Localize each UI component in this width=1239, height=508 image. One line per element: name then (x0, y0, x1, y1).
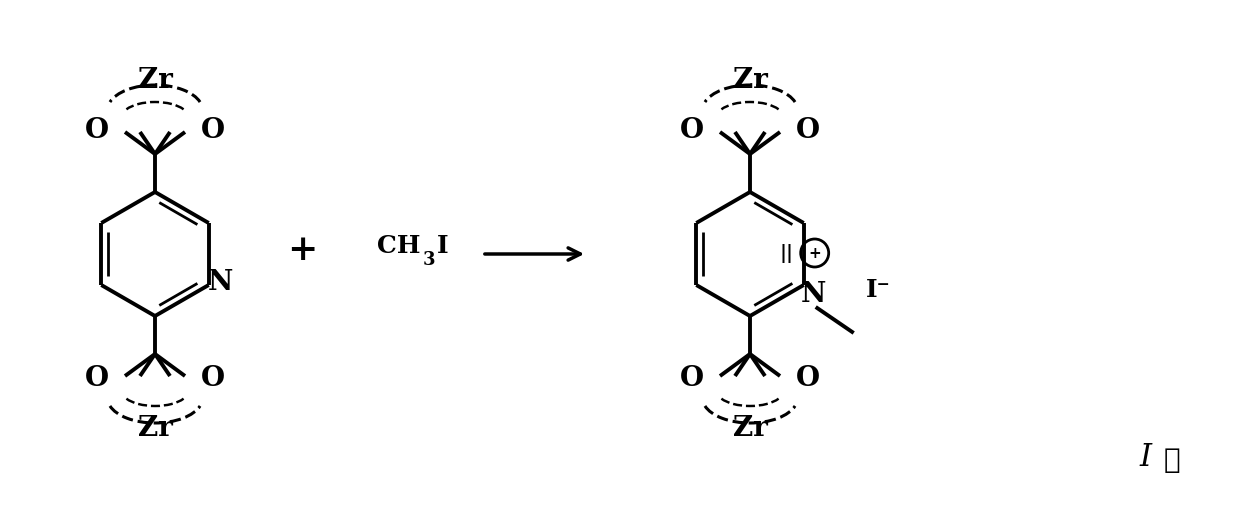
Text: N: N (208, 270, 233, 297)
Text: N: N (800, 281, 826, 308)
Text: Zr: Zr (138, 67, 172, 93)
Text: I: I (437, 234, 449, 258)
Text: O: O (680, 365, 704, 392)
Text: O: O (795, 365, 820, 392)
Text: Zr: Zr (138, 415, 172, 441)
Text: I⁻: I⁻ (866, 278, 891, 302)
Text: 。: 。 (1163, 446, 1181, 474)
Text: O: O (85, 365, 109, 392)
Text: O: O (85, 116, 109, 143)
Text: O: O (680, 116, 704, 143)
Text: O: O (795, 116, 820, 143)
Text: O: O (201, 116, 225, 143)
Text: O: O (201, 365, 225, 392)
Text: ||: || (779, 243, 794, 263)
Text: CH: CH (377, 234, 420, 258)
Text: +: + (286, 233, 317, 267)
Text: I: I (1139, 442, 1151, 473)
Text: Zr: Zr (732, 67, 767, 93)
Text: 3: 3 (422, 251, 435, 269)
Text: Zr: Zr (732, 415, 767, 441)
Text: +: + (808, 245, 821, 261)
